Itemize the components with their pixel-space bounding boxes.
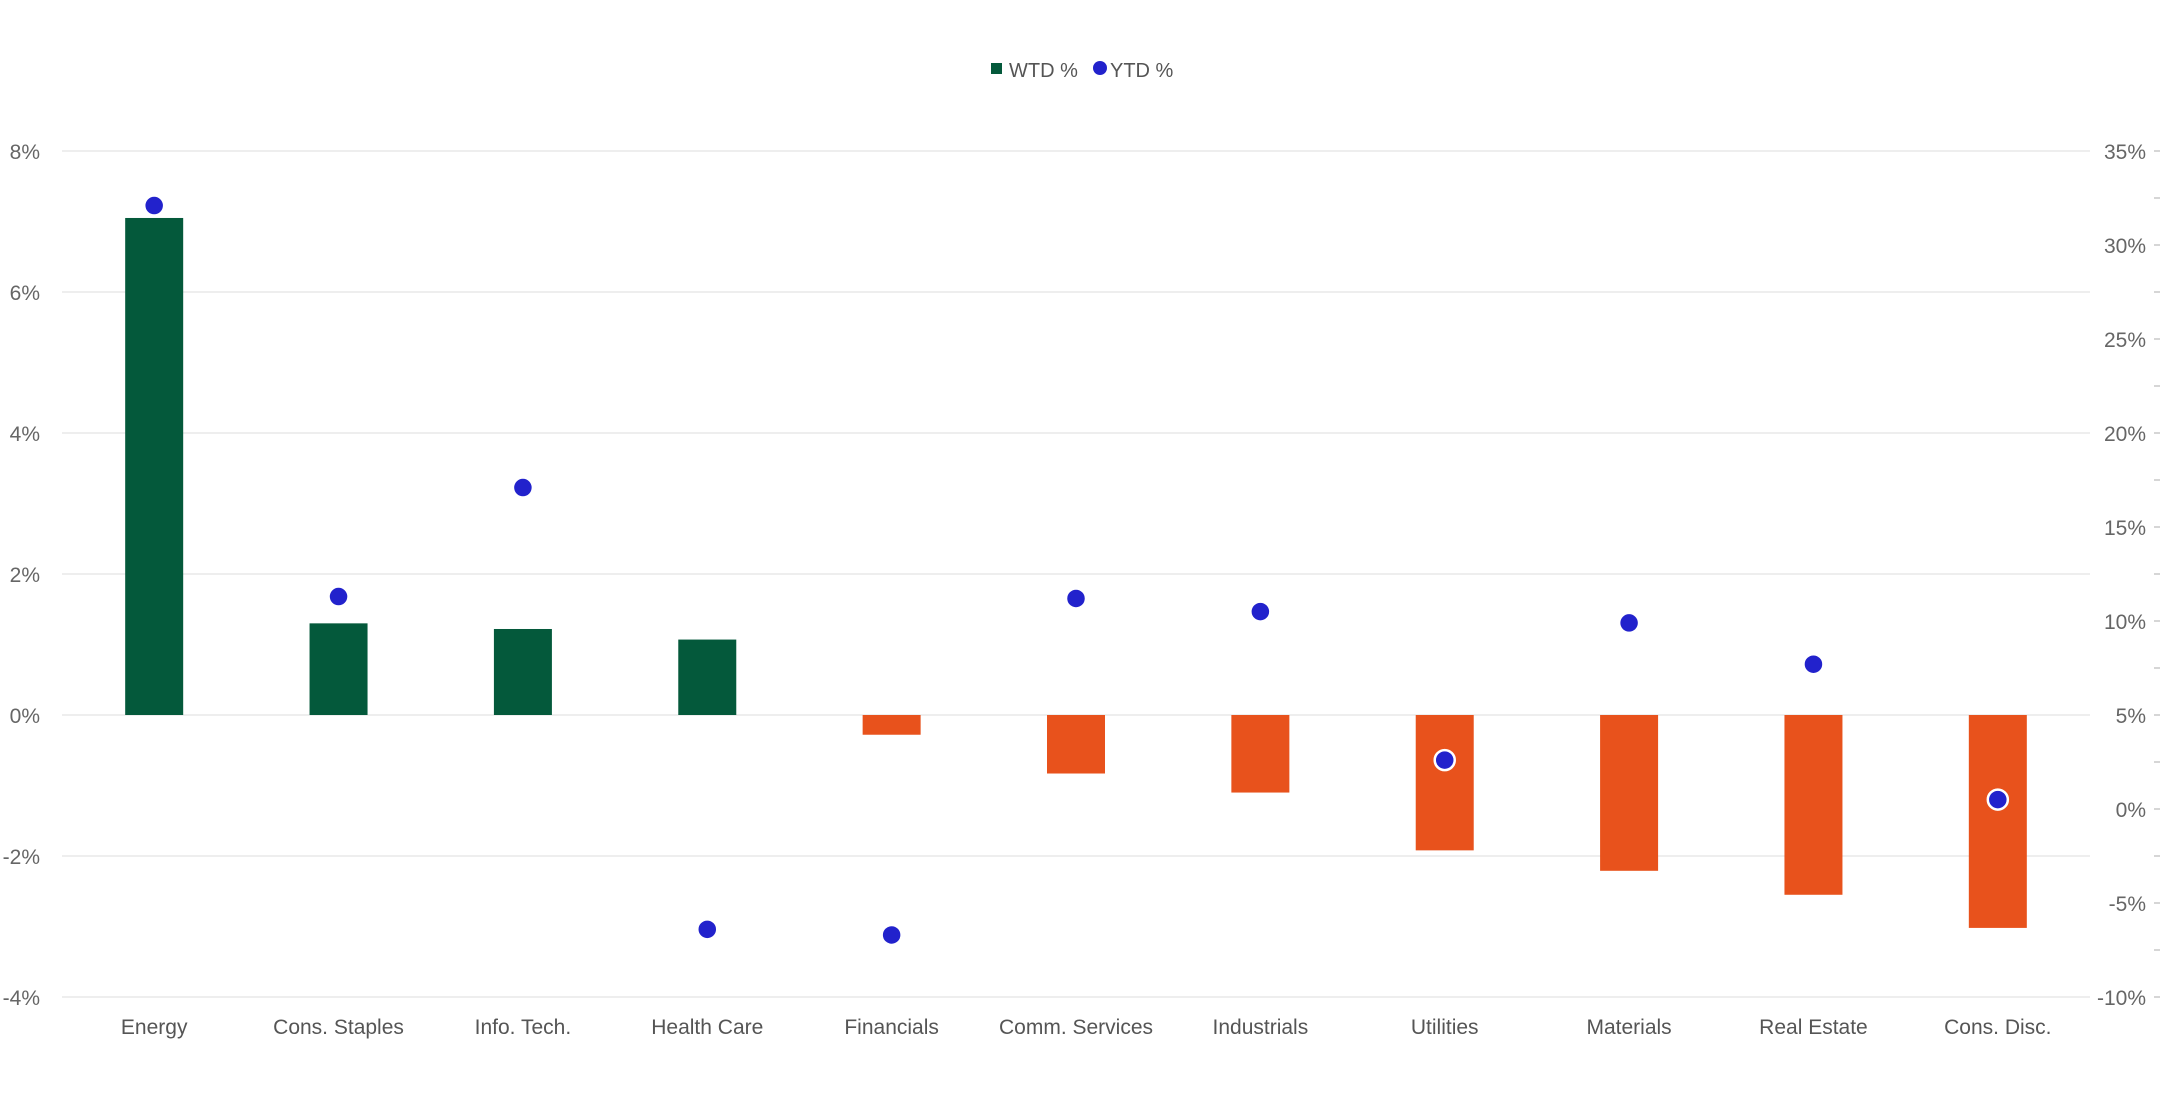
right-tick-label: 30% [2104, 235, 2146, 258]
right-tick-label: 25% [2104, 329, 2146, 352]
wtd-bar [678, 639, 737, 715]
right-tick-label: 5% [2116, 705, 2146, 728]
category-label: Info. Tech. [475, 1016, 572, 1039]
wtd-bar [1415, 715, 1474, 851]
right-tick-label: 15% [2104, 517, 2146, 540]
legend-ytd-label: YTD % [1110, 60, 1174, 82]
wtd-bar [493, 628, 552, 715]
right-tick-label: -5% [2109, 893, 2146, 916]
wtd-bar [1231, 715, 1290, 793]
category-label: Materials [1586, 1016, 1671, 1039]
category-label: Financials [844, 1016, 939, 1039]
ytd-marker [142, 194, 166, 217]
category-label: Real Estate [1759, 1016, 1868, 1039]
right-y-axis: 35% 30% 25% 20% 15% 10% 5% 0% -5% -10% [2097, 141, 2160, 1010]
ytd-marker [327, 585, 350, 608]
legend-wtd-label: WTD % [1009, 60, 1078, 82]
category-label: Health Care [651, 1016, 763, 1039]
ytd-marker [1617, 611, 1641, 635]
category-label: Energy [121, 1016, 188, 1039]
category-label: Utilities [1411, 1016, 1479, 1039]
ytd-marker [1064, 587, 1088, 610]
legend: WTD % YTD % [991, 60, 1174, 82]
left-tick-label: 2% [10, 564, 40, 587]
ytd-marker [1986, 788, 2010, 811]
left-y-axis: 8% 6% 4% 2% 0% -2% -4% [3, 141, 40, 1010]
left-tick-label: -2% [3, 846, 40, 869]
wtd-bar [125, 217, 184, 715]
category-label: Industrials [1213, 1016, 1309, 1039]
category-label: Comm. Services [999, 1016, 1153, 1039]
ytd-markers [142, 194, 2010, 947]
right-tick-label: 10% [2104, 611, 2146, 634]
legend-wtd-swatch [991, 63, 1002, 74]
right-tick-label: -10% [2097, 987, 2146, 1010]
wtd-bar [1968, 715, 2027, 928]
right-tick-label: 35% [2104, 141, 2146, 164]
left-tick-label: -4% [3, 987, 40, 1010]
wtd-bar [309, 623, 368, 715]
wtd-bars [125, 217, 2027, 928]
category-label: Cons. Disc. [1944, 1016, 2051, 1039]
ytd-marker [1433, 748, 1456, 772]
category-label: Cons. Staples [273, 1016, 404, 1039]
right-tick-label: 0% [2116, 799, 2146, 822]
legend-ytd-swatch [1093, 61, 1107, 75]
right-tick-label: 20% [2104, 423, 2146, 446]
x-axis-labels: Energy Cons. Staples Info. Tech. Health Car… [121, 1016, 2052, 1039]
left-tick-label: 0% [10, 705, 40, 728]
wtd-bar [862, 715, 921, 735]
ytd-marker [1249, 600, 1272, 623]
ytd-marker [696, 918, 719, 941]
ytd-marker [511, 476, 535, 499]
ytd-marker [1802, 652, 1825, 676]
left-tick-label: 8% [10, 141, 40, 164]
wtd-bar [1784, 715, 1843, 895]
left-tick-label: 6% [10, 282, 40, 305]
wtd-bar [1047, 715, 1105, 774]
wtd-bar [1600, 715, 1659, 871]
left-tick-label: 4% [10, 423, 40, 446]
ytd-marker [880, 923, 903, 947]
